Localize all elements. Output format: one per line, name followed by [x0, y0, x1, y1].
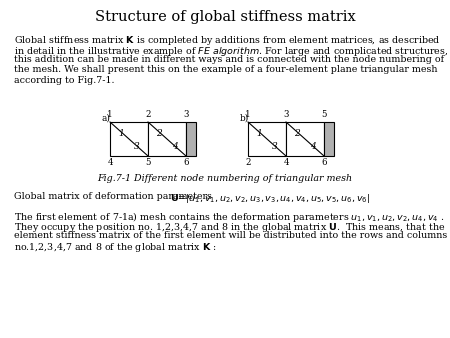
Text: Global stiffness matrix $\mathbf{K}$ is completed by additions from element matr: Global stiffness matrix $\mathbf{K}$ is …	[14, 34, 441, 47]
Text: 4: 4	[107, 158, 113, 167]
Text: 4: 4	[310, 142, 315, 151]
Text: 4: 4	[172, 142, 177, 151]
Text: Structure of global stiffness matrix: Structure of global stiffness matrix	[94, 10, 356, 24]
Text: 1: 1	[245, 110, 251, 119]
Text: They occupy the position no. 1,2,3,4,7 and 8 in the global matrix $\mathbf{U}$. : They occupy the position no. 1,2,3,4,7 a…	[14, 220, 446, 234]
Bar	[110, 122, 148, 156]
Text: 5: 5	[145, 158, 151, 167]
Text: 4: 4	[283, 158, 289, 167]
Text: 2: 2	[157, 129, 162, 138]
Text: The first element of 7-1a) mesh contains the deformation parameters $u_1, v_1, u: The first element of 7-1a) mesh contains…	[14, 210, 444, 224]
Text: 5: 5	[321, 110, 327, 119]
Text: 1: 1	[256, 129, 262, 138]
Text: 3: 3	[134, 142, 140, 151]
Text: in detail in the illustrative example of $\mathit{FE\ algorithm}$. For large and: in detail in the illustrative example of…	[14, 45, 448, 57]
Bar	[286, 122, 324, 156]
Text: no.1,2,3,4,7 and 8 of the global matrix $\mathbf{K}$ :: no.1,2,3,4,7 and 8 of the global matrix …	[14, 241, 216, 255]
Text: element stiffness matrix of the first element will be distributed into the rows : element stiffness matrix of the first el…	[14, 231, 447, 240]
Text: b): b)	[240, 114, 249, 123]
Bar	[324, 122, 334, 156]
Bar	[248, 122, 286, 156]
Text: the mesh. We shall present this on the example of a four-element plane triangula: the mesh. We shall present this on the e…	[14, 66, 437, 74]
Text: 3: 3	[183, 110, 189, 119]
Text: Fig.7-1 Different node numbering of triangular mesh: Fig.7-1 Different node numbering of tria…	[98, 174, 352, 183]
Bar	[186, 122, 196, 156]
Text: 6: 6	[321, 158, 327, 167]
Text: 2: 2	[294, 129, 300, 138]
Text: a): a)	[102, 114, 111, 123]
Bar	[148, 122, 186, 156]
Text: 6: 6	[183, 158, 189, 167]
Text: $\mathbf{U}$=$|u_1,v_1,u_2,v_2,u_3,v_3,u_4,v_4,u_5,v_5,u_6,v_6|$: $\mathbf{U}$=$|u_1,v_1,u_2,v_2,u_3,v_3,u…	[164, 192, 370, 205]
Text: according to Fig.7-1.: according to Fig.7-1.	[14, 76, 114, 85]
Text: 3: 3	[272, 142, 278, 151]
Text: 2: 2	[245, 158, 251, 167]
Text: Global matrix of deformation parameters: Global matrix of deformation parameters	[14, 192, 212, 201]
Text: 2: 2	[145, 110, 151, 119]
Text: 1: 1	[118, 129, 124, 138]
Text: this addition can be made in different ways and is connected with the node numbe: this addition can be made in different w…	[14, 55, 444, 64]
Text: 1: 1	[107, 110, 113, 119]
Text: 3: 3	[284, 110, 289, 119]
